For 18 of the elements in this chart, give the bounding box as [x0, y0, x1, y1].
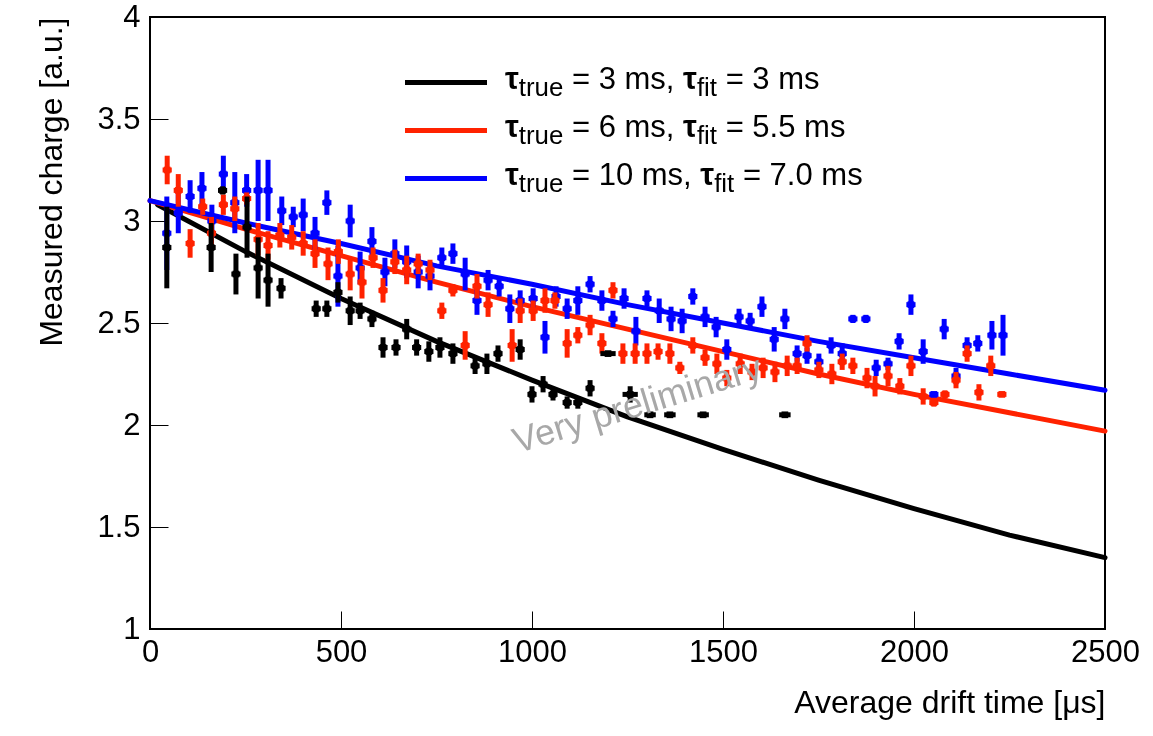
legend-label: τ$_{true}$ = 3 ms, τ$_{fit}$ = 3 ms: [505, 61, 820, 103]
x-axis-title: Average drift time [μs]: [794, 683, 1106, 720]
y-tick-label: 1: [123, 610, 141, 646]
x-tick-label: 0: [141, 633, 160, 669]
y-tick-label: 2: [123, 406, 141, 442]
y-tick-label: 3: [123, 202, 141, 238]
y-tick-label: 3.5: [97, 100, 141, 136]
y-tick-label: 4: [123, 0, 141, 34]
legend-label: τ$_{true}$ = 6 ms, τ$_{fit}$ = 5.5 ms: [505, 109, 846, 151]
y-tick-label: 2.5: [97, 304, 141, 340]
legend-label: τ$_{true}$ = 10 ms, τ$_{fit}$ = 7.0 ms: [505, 157, 863, 199]
x-tick-label: 1500: [689, 633, 758, 669]
x-tick-label: 2500: [1071, 633, 1140, 669]
y-axis-title: Measured charge [a.u.]: [33, 17, 70, 347]
x-tick-label: 1000: [498, 633, 567, 669]
x-tick-label: 500: [315, 633, 368, 669]
x-tick-label: 2000: [880, 633, 949, 669]
y-tick-label: 1.5: [97, 508, 141, 544]
